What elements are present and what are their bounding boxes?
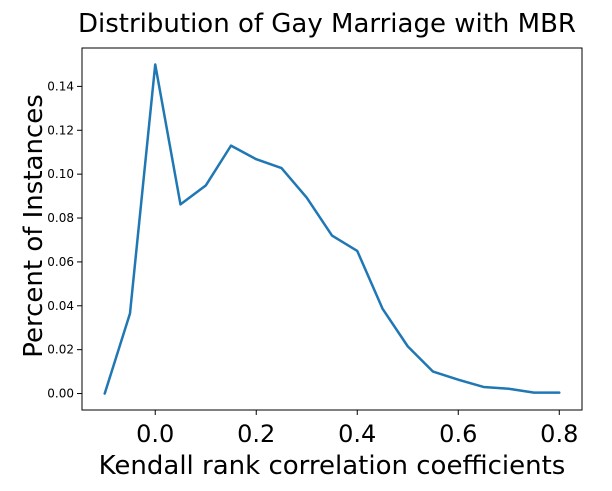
y-tick-label: 0.00 [47,387,74,401]
y-tick-label: 0.08 [47,211,74,225]
chart-title: Distribution of Gay Marriage with MBR [78,9,576,39]
y-tick-label: 0.06 [47,255,74,269]
y-axis-label: Percent of Instances [19,94,49,358]
x-tick-label: 0.2 [237,420,275,448]
y-tick-label: 0.14 [47,79,74,93]
x-axis-label: Kendall rank correlation coefficients [99,451,566,481]
x-tick-label: 0.8 [540,420,578,448]
series-line [103,63,561,395]
y-tick-label: 0.10 [47,167,74,181]
x-tick-label: 0.4 [338,420,376,448]
x-tick-label: 0.0 [136,420,174,448]
y-tick-label: 0.12 [47,123,74,137]
y-tick-label: 0.02 [47,343,74,357]
series-group [103,63,561,395]
x-tick-label: 0.6 [439,420,477,448]
x-axis: 0.0 0.2 0.4 0.6 0.8 [136,410,578,448]
y-axis: 0.00 0.02 0.04 0.06 0.08 0.10 0.12 0.14 [47,79,82,401]
y-tick-label: 0.04 [47,299,74,313]
plot-area-frame [81,47,583,411]
